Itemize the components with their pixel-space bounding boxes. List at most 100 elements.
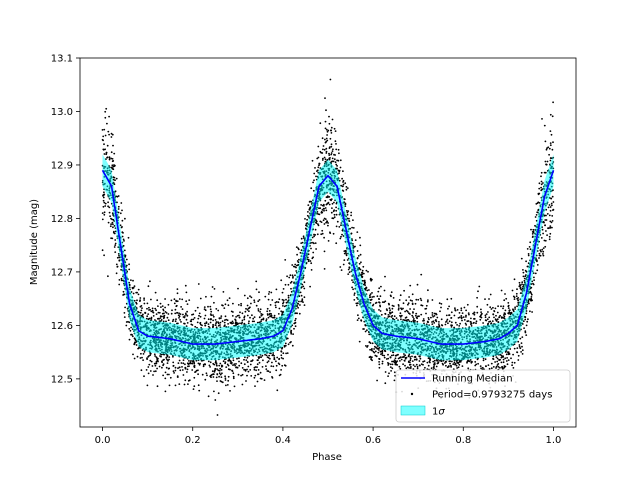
data-point	[230, 310, 233, 313]
data-point	[152, 315, 155, 317]
data-point	[323, 205, 325, 207]
data-point	[541, 118, 543, 120]
data-point	[335, 206, 337, 209]
data-point	[163, 312, 165, 315]
data-point	[502, 358, 505, 361]
data-point	[207, 323, 210, 325]
data-point	[119, 224, 122, 227]
data-point	[357, 314, 359, 317]
data-point	[353, 294, 356, 296]
data-point	[219, 362, 222, 365]
data-point	[368, 289, 370, 291]
data-point	[250, 296, 253, 299]
data-point	[237, 304, 240, 306]
data-point	[388, 372, 390, 375]
data-point	[245, 307, 247, 310]
data-point	[458, 363, 461, 366]
data-point	[505, 360, 508, 362]
data-point	[520, 342, 523, 344]
data-point	[546, 160, 549, 163]
data-point	[246, 314, 249, 317]
data-point	[280, 279, 283, 282]
data-point	[124, 217, 126, 220]
data-point	[298, 300, 300, 303]
data-point	[281, 313, 284, 316]
data-point	[133, 285, 136, 287]
data-point	[224, 379, 227, 381]
data-point	[359, 253, 362, 256]
data-point	[260, 314, 263, 317]
data-point	[340, 235, 342, 238]
data-point	[525, 312, 528, 315]
data-point	[336, 220, 339, 223]
data-point	[399, 294, 402, 297]
data-point	[160, 315, 163, 318]
data-point	[530, 296, 533, 298]
data-point	[249, 316, 251, 319]
data-point	[106, 156, 108, 159]
data-point	[517, 340, 520, 343]
data-point	[212, 315, 215, 318]
data-point	[299, 251, 302, 254]
data-point	[425, 312, 427, 315]
data-point	[412, 368, 415, 370]
data-point	[253, 320, 256, 323]
data-point	[448, 320, 451, 323]
data-point	[187, 379, 190, 382]
data-point	[359, 244, 362, 247]
data-point	[265, 354, 268, 357]
data-point	[125, 264, 128, 267]
data-point	[286, 352, 289, 354]
data-point	[548, 235, 551, 238]
data-point	[475, 322, 477, 325]
data-point	[265, 368, 268, 370]
data-point	[429, 358, 431, 360]
data-point	[524, 318, 527, 321]
data-point	[378, 349, 380, 351]
data-point	[441, 362, 444, 365]
data-point	[128, 338, 131, 341]
data-point	[247, 322, 250, 325]
data-point	[254, 374, 257, 377]
data-point	[310, 247, 312, 250]
data-point	[276, 389, 279, 392]
data-point	[201, 324, 203, 327]
data-point	[474, 364, 477, 367]
data-point	[433, 322, 436, 324]
data-point	[530, 286, 533, 289]
data-point	[258, 291, 260, 294]
data-point	[521, 281, 524, 284]
data-point	[548, 153, 550, 156]
data-point	[171, 309, 173, 312]
data-point	[108, 115, 110, 118]
data-point	[509, 313, 512, 316]
data-point	[490, 308, 493, 310]
data-point	[360, 319, 363, 322]
data-point	[548, 238, 551, 241]
data-point	[370, 358, 372, 361]
data-point	[549, 227, 551, 229]
data-point	[372, 303, 375, 306]
data-point	[409, 284, 412, 287]
data-point	[255, 280, 258, 283]
data-point	[301, 241, 304, 244]
data-point	[186, 314, 189, 317]
data-point	[286, 275, 288, 278]
data-point	[394, 357, 397, 360]
data-point	[379, 305, 382, 308]
data-point	[384, 312, 387, 315]
data-point	[317, 213, 320, 216]
data-point	[426, 368, 429, 370]
data-point	[450, 317, 452, 319]
data-point	[339, 159, 342, 162]
data-point	[439, 310, 441, 313]
data-point	[139, 311, 142, 314]
data-point	[390, 312, 392, 314]
data-point	[281, 364, 284, 367]
data-point	[110, 157, 113, 160]
data-point	[150, 310, 153, 313]
data-point	[538, 254, 541, 257]
data-point	[230, 362, 233, 365]
data-point	[356, 250, 359, 252]
data-point	[287, 296, 290, 299]
